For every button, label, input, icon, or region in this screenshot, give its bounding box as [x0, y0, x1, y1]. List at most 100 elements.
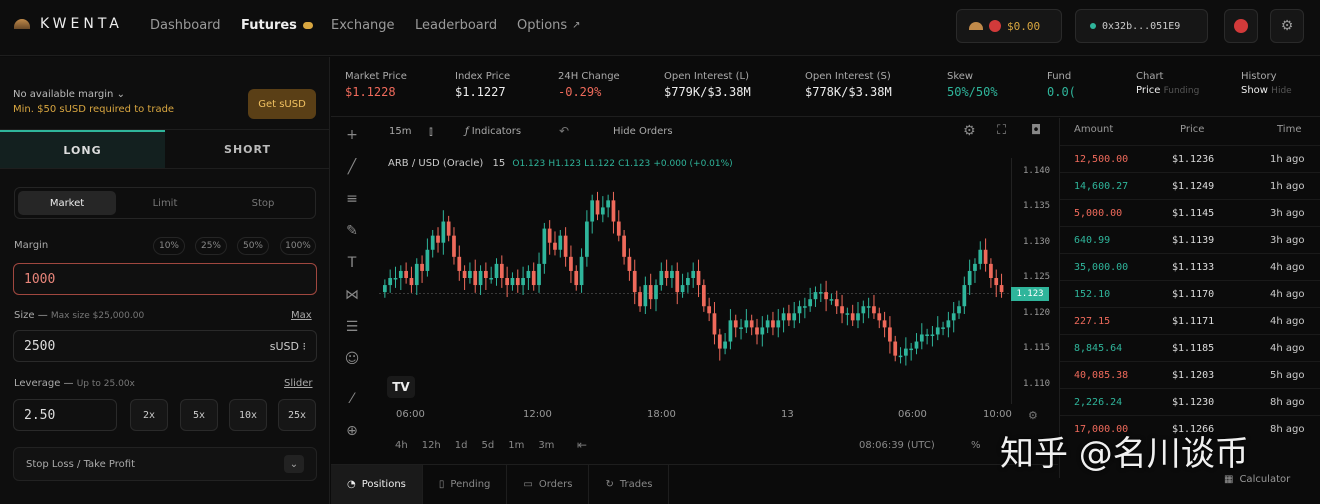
candle — [632, 270, 637, 293]
leverage-10x[interactable]: 10x — [229, 399, 267, 431]
chart-funding-option[interactable]: Funding — [1163, 86, 1200, 96]
margin-10pct[interactable]: 10% — [153, 237, 185, 255]
range-12h[interactable]: 12h — [421, 440, 441, 451]
fib-icon[interactable]: ≡ — [346, 191, 358, 207]
order-type-market[interactable]: Market — [18, 191, 116, 215]
watermark: 知乎 @名川谈币 — [1000, 434, 1249, 474]
interval-select[interactable]: 15m — [389, 126, 412, 137]
network-button[interactable] — [1224, 9, 1258, 43]
brush-icon[interactable]: ✎ — [346, 223, 358, 239]
emoji-icon[interactable]: ☺ — [344, 351, 360, 367]
order-type-limit[interactable]: Limit — [152, 197, 178, 209]
margin-100pct[interactable]: 100% — [280, 237, 316, 255]
y-tick: 1.135 — [1023, 201, 1051, 211]
function-icon: ƒ — [465, 126, 469, 137]
candle — [925, 334, 929, 336]
chart-price-option[interactable]: Price — [1136, 85, 1161, 96]
history-toggle: History Show Hide — [1241, 71, 1292, 96]
nav-options[interactable]: Options ↗ — [517, 18, 581, 33]
tab-pending-label: Pending — [450, 479, 491, 490]
tab-short[interactable]: SHORT — [224, 142, 271, 156]
candle — [701, 285, 706, 307]
margin-warning[interactable]: No available margin ⌄ — [13, 89, 125, 100]
leverage-slider-link[interactable]: Slider — [284, 378, 313, 389]
candle — [425, 249, 430, 271]
wallet-button[interactable]: 0x32b...051E9 — [1075, 9, 1208, 43]
nav-futures[interactable]: Futures — [241, 18, 313, 33]
tab-trades[interactable]: ↻ Trades — [589, 465, 670, 504]
pattern-icon[interactable]: ⋈ — [345, 287, 359, 303]
percent-scale-toggle[interactable]: % — [971, 440, 981, 451]
goto-date-icon[interactable]: ⇤ — [577, 438, 588, 452]
kwenta-logo[interactable]: KWENTA — [14, 16, 123, 32]
leverage-25x[interactable]: 25x — [278, 399, 316, 431]
stat-open-interest-short: Open Interest (S) $778K/$3.38M — [805, 71, 892, 99]
indicators-button[interactable]: ƒ Indicators — [465, 126, 521, 137]
tab-pending[interactable]: ▯ Pending — [423, 465, 508, 504]
range-1m[interactable]: 1m — [508, 440, 525, 451]
stop-loss-take-profit[interactable]: Stop Loss / Take Profit ⌄ — [13, 447, 317, 481]
tab-long[interactable]: LONG — [0, 130, 165, 168]
axis-settings-icon[interactable]: ⚙ — [1028, 409, 1038, 422]
stat-open-interest-long: Open Interest (L) $779K/$3.38M — [664, 71, 751, 99]
nav-exchange[interactable]: Exchange — [331, 18, 395, 33]
candle — [638, 292, 642, 307]
margin-input[interactable]: 1000 — [13, 263, 317, 295]
ruler-icon[interactable]: ⁄ — [350, 391, 354, 407]
candle — [787, 313, 791, 321]
crosshair-icon[interactable]: + — [346, 127, 358, 143]
measure-icon[interactable]: ☰ — [345, 319, 359, 335]
price-chart[interactable]: + ╱ ≡ ✎ T ⋈ ☰ ☺ ⁄ ⊕ 15m ⫾ ƒ Indicators ↶… — [331, 118, 1058, 463]
trades-icon: ↻ — [605, 479, 614, 490]
tab-positions-label: Positions — [361, 479, 406, 490]
text-icon[interactable]: T — [347, 255, 357, 271]
leverage-2x[interactable]: 2x — [130, 399, 168, 431]
susd-icon — [989, 20, 1001, 32]
candle-style-icon[interactable]: ⫾ — [429, 124, 433, 138]
leverage-note: Up to 25.00x — [76, 379, 135, 389]
range-3m[interactable]: 3m — [538, 440, 555, 451]
chart-settings-icon[interactable]: ⚙ — [963, 123, 976, 139]
size-label: Size — Max size $25,000.00 — [14, 310, 145, 321]
nav-dashboard[interactable]: Dashboard — [150, 18, 221, 33]
candle — [521, 278, 525, 286]
candle — [999, 285, 1004, 293]
undo-icon[interactable]: ↶ — [559, 124, 570, 138]
size-input[interactable]: 2500 sUSD ⁝ — [13, 330, 317, 362]
history-hide-option[interactable]: Hide — [1271, 86, 1292, 96]
range-1d[interactable]: 1d — [454, 440, 468, 451]
get-susd-button[interactable]: Get sUSD — [248, 89, 316, 119]
nav-leaderboard[interactable]: Leaderboard — [415, 18, 498, 33]
history-show-option[interactable]: Show — [1241, 85, 1268, 96]
candle — [957, 306, 961, 314]
hide-orders-button[interactable]: Hide Orders — [613, 126, 673, 137]
trendline-icon[interactable]: ╱ — [347, 159, 357, 175]
range-4h[interactable]: 4h — [395, 440, 408, 451]
trade-price: $1.1170 — [1172, 289, 1215, 300]
tab-positions[interactable]: ◔ Positions — [331, 465, 423, 504]
tradingview-logo[interactable]: TV — [387, 376, 415, 398]
candle — [462, 270, 467, 278]
candle — [755, 327, 759, 335]
nav-futures-label: Futures — [241, 18, 297, 33]
trade-price: $1.1171 — [1172, 316, 1215, 327]
bottom-tabs: ◔ Positions ▯ Pending ▭ Orders ↻ Trades — [331, 464, 1058, 504]
balance-button[interactable]: $0.00 — [956, 9, 1062, 43]
settings-button[interactable]: ⚙ — [1270, 9, 1304, 43]
calculator-button[interactable]: ▦ Calculator — [1224, 474, 1290, 485]
fullscreen-icon[interactable]: ⛶ — [997, 123, 1007, 138]
size-max-link[interactable]: Max — [291, 310, 312, 321]
order-type-stop[interactable]: Stop — [251, 197, 275, 209]
tab-orders[interactable]: ▭ Orders — [507, 465, 590, 504]
leverage-input[interactable]: 2.50 — [13, 399, 117, 431]
margin-25pct[interactable]: 25% — [195, 237, 227, 255]
screenshot-icon[interactable]: ◘ — [1031, 123, 1042, 138]
size-unit-select[interactable]: sUSD ⁝ — [269, 339, 306, 353]
zoom-icon[interactable]: ⊕ — [346, 423, 358, 439]
range-5d[interactable]: 5d — [481, 440, 495, 451]
trade-time: 8h ago — [1270, 397, 1305, 408]
margin-50pct[interactable]: 50% — [237, 237, 269, 255]
candlestick-plot[interactable] — [379, 158, 1011, 398]
leverage-5x[interactable]: 5x — [180, 399, 218, 431]
margin-label: Margin — [14, 240, 49, 251]
